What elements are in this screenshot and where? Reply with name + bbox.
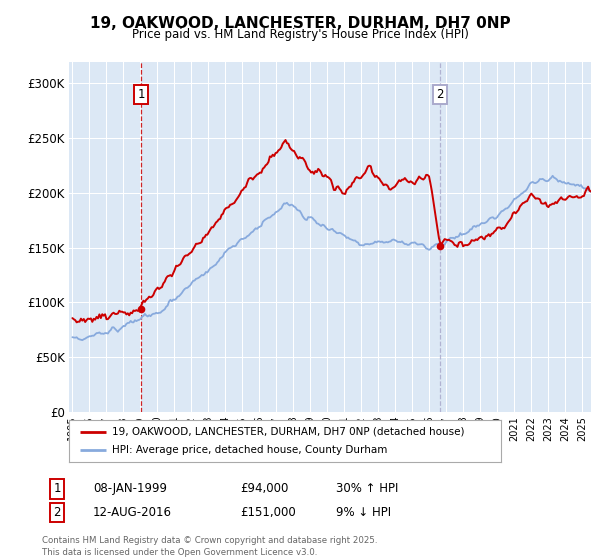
Text: 2: 2 — [53, 506, 61, 519]
Text: 2: 2 — [436, 88, 444, 101]
Text: 9% ↓ HPI: 9% ↓ HPI — [336, 506, 391, 519]
Text: Contains HM Land Registry data © Crown copyright and database right 2025.
This d: Contains HM Land Registry data © Crown c… — [42, 536, 377, 557]
Text: 1: 1 — [53, 482, 61, 496]
Text: 19, OAKWOOD, LANCHESTER, DURHAM, DH7 0NP (detached house): 19, OAKWOOD, LANCHESTER, DURHAM, DH7 0NP… — [112, 427, 465, 437]
Text: HPI: Average price, detached house, County Durham: HPI: Average price, detached house, Coun… — [112, 445, 388, 455]
Text: £151,000: £151,000 — [240, 506, 296, 519]
Text: 19, OAKWOOD, LANCHESTER, DURHAM, DH7 0NP: 19, OAKWOOD, LANCHESTER, DURHAM, DH7 0NP — [89, 16, 511, 31]
Text: £94,000: £94,000 — [240, 482, 289, 496]
Text: 08-JAN-1999: 08-JAN-1999 — [93, 482, 167, 496]
Text: Price paid vs. HM Land Registry's House Price Index (HPI): Price paid vs. HM Land Registry's House … — [131, 28, 469, 41]
Text: 1: 1 — [137, 88, 145, 101]
Text: 12-AUG-2016: 12-AUG-2016 — [93, 506, 172, 519]
Text: 30% ↑ HPI: 30% ↑ HPI — [336, 482, 398, 496]
